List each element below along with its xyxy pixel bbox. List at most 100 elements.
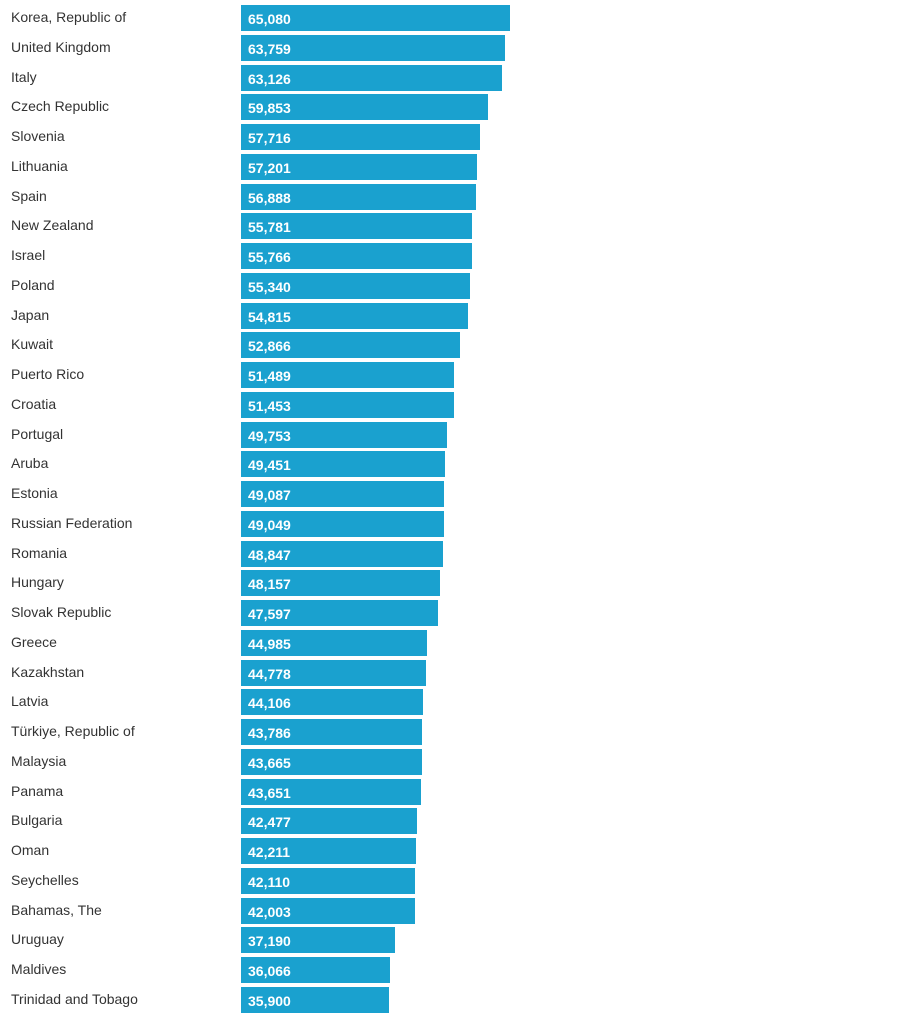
bar <box>241 629 427 656</box>
bar-row: Korea, Republic of 65,080 <box>0 5 900 31</box>
bar-value-label: 43,651 <box>248 784 291 801</box>
bar <box>241 867 416 894</box>
bar-value-label: 63,759 <box>248 40 291 57</box>
bar-value-label: 42,003 <box>248 903 291 920</box>
bar <box>241 64 502 91</box>
category-label: Puerto Rico <box>11 366 85 382</box>
bar <box>241 957 391 983</box>
category-label: Slovenia <box>11 128 65 144</box>
bar <box>241 213 472 240</box>
category-label: Latvia <box>11 693 49 710</box>
bar <box>241 748 422 775</box>
bar-row: Israel 55,766 <box>0 243 900 269</box>
bar-row: Bulgaria 42,477 <box>0 808 900 835</box>
bar-row: Croatia 51,453 <box>0 391 900 418</box>
bar-value-label: 56,888 <box>248 189 291 206</box>
category-label: Russian Federation <box>11 514 133 531</box>
bar-value-label: 54,815 <box>248 308 291 325</box>
bar <box>241 243 472 269</box>
bar <box>241 94 489 121</box>
bar <box>241 362 454 388</box>
category-label: Oman <box>11 842 50 858</box>
category-label: Greece <box>11 633 57 650</box>
bar-row: Slovenia 57,716 <box>0 124 900 150</box>
bar-value-label: 49,753 <box>248 427 291 444</box>
category-label: Uruguay <box>11 931 64 948</box>
bar-value-label: 42,211 <box>248 844 291 860</box>
bar-row: Slovak Republic 47,597 <box>0 600 900 626</box>
category-label: Bulgaria <box>11 812 63 829</box>
category-label: Panama <box>11 782 64 799</box>
category-label: Spain <box>11 187 47 204</box>
bar <box>241 451 446 478</box>
bar <box>241 124 480 150</box>
category-label: New Zealand <box>11 217 94 234</box>
bar-row: Puerto Rico 51,489 <box>0 362 900 388</box>
bar-value-label: 59,853 <box>248 100 291 117</box>
bar <box>241 153 478 180</box>
bar-row: Japan 54,815 <box>0 302 900 329</box>
bar-row: Hungary 48,157 <box>0 570 900 597</box>
bar-row: Portugal 49,753 <box>0 421 900 448</box>
bar <box>241 927 395 954</box>
category-label: Trinidad and Tobago <box>11 990 138 1007</box>
category-label: Hungary <box>11 574 64 591</box>
bar-value-label: 43,786 <box>248 725 291 741</box>
category-label: Slovak Republic <box>11 604 112 620</box>
bar-value-label: 36,066 <box>248 963 291 979</box>
bar-value-label: 55,340 <box>248 278 291 295</box>
bar-value-label: 55,766 <box>248 249 291 265</box>
bar <box>241 183 477 210</box>
bar <box>241 481 444 507</box>
bar-value-label: 49,087 <box>248 487 291 503</box>
bar <box>241 659 427 686</box>
bar <box>241 570 441 597</box>
bar <box>241 838 416 864</box>
bar-row: Czech Republic 59,853 <box>0 94 900 121</box>
bar <box>241 719 422 745</box>
bar-row: Malaysia 43,665 <box>0 748 900 775</box>
category-label: Lithuania <box>11 157 68 174</box>
category-label: Maldives <box>11 961 67 977</box>
bar <box>241 808 417 835</box>
bar-value-label: 42,477 <box>248 814 291 831</box>
bar-row: Maldives 36,066 <box>0 957 900 983</box>
bar-row: Poland 55,340 <box>0 272 900 299</box>
bar-row: Italy 63,126 <box>0 64 900 91</box>
bar <box>241 986 390 1013</box>
bar-row: Estonia 49,087 <box>0 481 900 507</box>
bar-value-label: 44,985 <box>248 635 291 652</box>
bar-row: Uruguay 37,190 <box>0 927 900 954</box>
bar-value-label: 51,453 <box>248 397 291 414</box>
bar <box>241 34 505 61</box>
bar-row: Lithuania 57,201 <box>0 153 900 180</box>
bar <box>241 332 460 359</box>
bar-value-label: 48,847 <box>248 546 291 563</box>
bar-row: Oman 42,211 <box>0 838 900 864</box>
category-label: Kazakhstan <box>11 663 85 680</box>
category-label: Croatia <box>11 395 57 412</box>
bar-row: Greece 44,985 <box>0 629 900 656</box>
bar-row: Panama 43,651 <box>0 778 900 805</box>
bar-value-label: 47,597 <box>248 606 291 622</box>
bar <box>241 5 510 31</box>
bar-row: United Kingdom 63,759 <box>0 34 900 61</box>
bar <box>241 391 454 418</box>
bar-row: Romania 48,847 <box>0 540 900 567</box>
bar-value-label: 44,778 <box>248 665 291 682</box>
category-label: Kuwait <box>11 336 54 353</box>
bar-row: Kuwait 52,866 <box>0 332 900 359</box>
bar-row: New Zealand 55,781 <box>0 213 900 240</box>
bar-value-label: 51,489 <box>248 368 291 384</box>
bar <box>241 540 443 567</box>
category-label: Poland <box>11 276 55 293</box>
category-label: Seychelles <box>11 871 79 888</box>
category-label: Israel <box>11 247 46 263</box>
bar-value-label: 55,781 <box>248 219 291 236</box>
bar-value-label: 42,110 <box>248 873 291 890</box>
bar-value-label: 44,106 <box>248 695 291 712</box>
category-label: Romania <box>11 544 68 561</box>
bar-row: Seychelles 42,110 <box>0 867 900 894</box>
category-label: Malaysia <box>11 752 67 769</box>
